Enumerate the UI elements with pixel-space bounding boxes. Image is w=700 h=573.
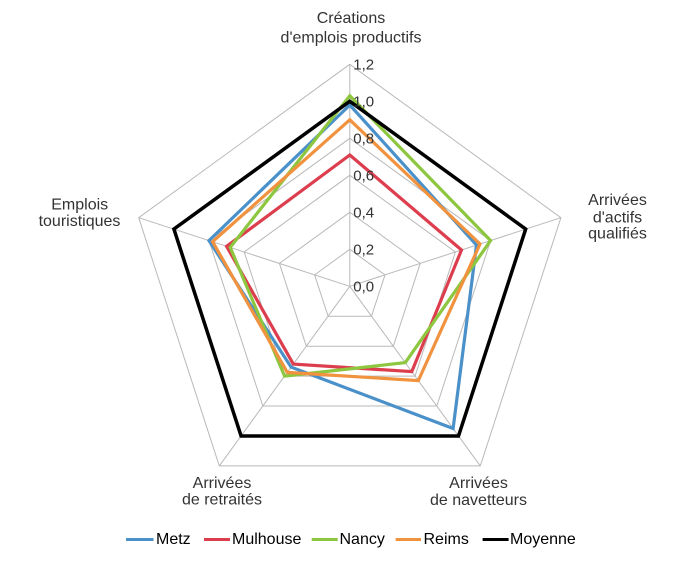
svg-text:Arrivées: Arrivées bbox=[588, 192, 647, 209]
svg-text:Reims: Reims bbox=[424, 531, 469, 548]
svg-text:0,4: 0,4 bbox=[353, 204, 374, 221]
svg-text:touristiques: touristiques bbox=[39, 213, 121, 230]
svg-text:Arrivées: Arrivées bbox=[449, 475, 508, 492]
svg-text:0,2: 0,2 bbox=[353, 241, 374, 258]
svg-text:de retraités: de retraités bbox=[182, 492, 262, 509]
svg-text:de navetteurs: de navetteurs bbox=[430, 492, 527, 509]
svg-text:qualifiés: qualifiés bbox=[588, 226, 647, 243]
svg-text:0,0: 0,0 bbox=[353, 278, 374, 295]
svg-text:0,8: 0,8 bbox=[353, 130, 374, 147]
svg-text:Créations: Créations bbox=[317, 10, 385, 27]
svg-text:Moyenne: Moyenne bbox=[510, 531, 576, 548]
svg-text:Mulhouse: Mulhouse bbox=[232, 531, 301, 548]
svg-text:1,0: 1,0 bbox=[353, 93, 374, 110]
svg-text:0,6: 0,6 bbox=[353, 167, 374, 184]
svg-text:Nancy: Nancy bbox=[340, 531, 385, 548]
svg-text:Metz: Metz bbox=[156, 531, 191, 548]
svg-text:Arrivées: Arrivées bbox=[193, 475, 252, 492]
svg-text:d'actifs: d'actifs bbox=[593, 209, 642, 226]
svg-text:Emplois: Emplois bbox=[51, 196, 108, 213]
svg-text:d'emplois productifs: d'emplois productifs bbox=[281, 30, 422, 47]
svg-text:1,2: 1,2 bbox=[353, 56, 374, 73]
